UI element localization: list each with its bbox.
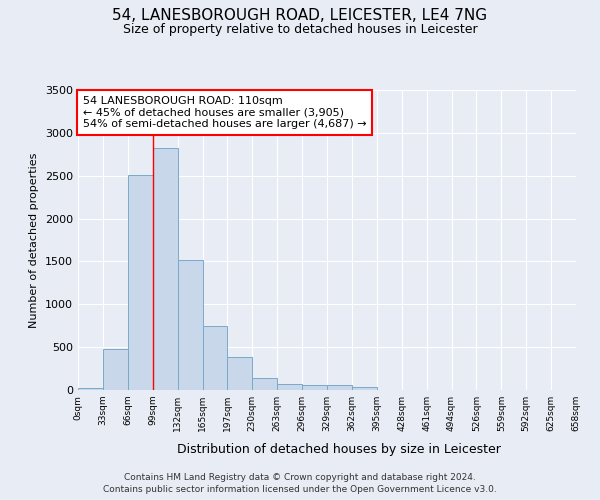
Bar xyxy=(203,326,227,390)
Bar xyxy=(227,356,253,390)
Bar xyxy=(277,384,302,390)
Text: Size of property relative to detached houses in Leicester: Size of property relative to detached ho… xyxy=(122,22,478,36)
Text: 54, LANESBOROUGH ROAD, LEICESTER, LE4 7NG: 54, LANESBOROUGH ROAD, LEICESTER, LE4 7N… xyxy=(112,8,488,22)
Bar xyxy=(302,386,327,390)
Bar xyxy=(152,148,178,390)
Bar xyxy=(178,260,203,390)
Bar xyxy=(103,349,128,390)
Bar xyxy=(253,378,277,390)
Text: Distribution of detached houses by size in Leicester: Distribution of detached houses by size … xyxy=(177,442,501,456)
Text: 54 LANESBOROUGH ROAD: 110sqm
← 45% of detached houses are smaller (3,905)
54% of: 54 LANESBOROUGH ROAD: 110sqm ← 45% of de… xyxy=(83,96,367,129)
Bar xyxy=(78,388,103,390)
Bar xyxy=(128,175,153,390)
Bar xyxy=(352,388,377,390)
Y-axis label: Number of detached properties: Number of detached properties xyxy=(29,152,40,328)
Text: Contains public sector information licensed under the Open Government Licence v3: Contains public sector information licen… xyxy=(103,485,497,494)
Text: Contains HM Land Registry data © Crown copyright and database right 2024.: Contains HM Land Registry data © Crown c… xyxy=(124,472,476,482)
Bar xyxy=(327,386,352,390)
